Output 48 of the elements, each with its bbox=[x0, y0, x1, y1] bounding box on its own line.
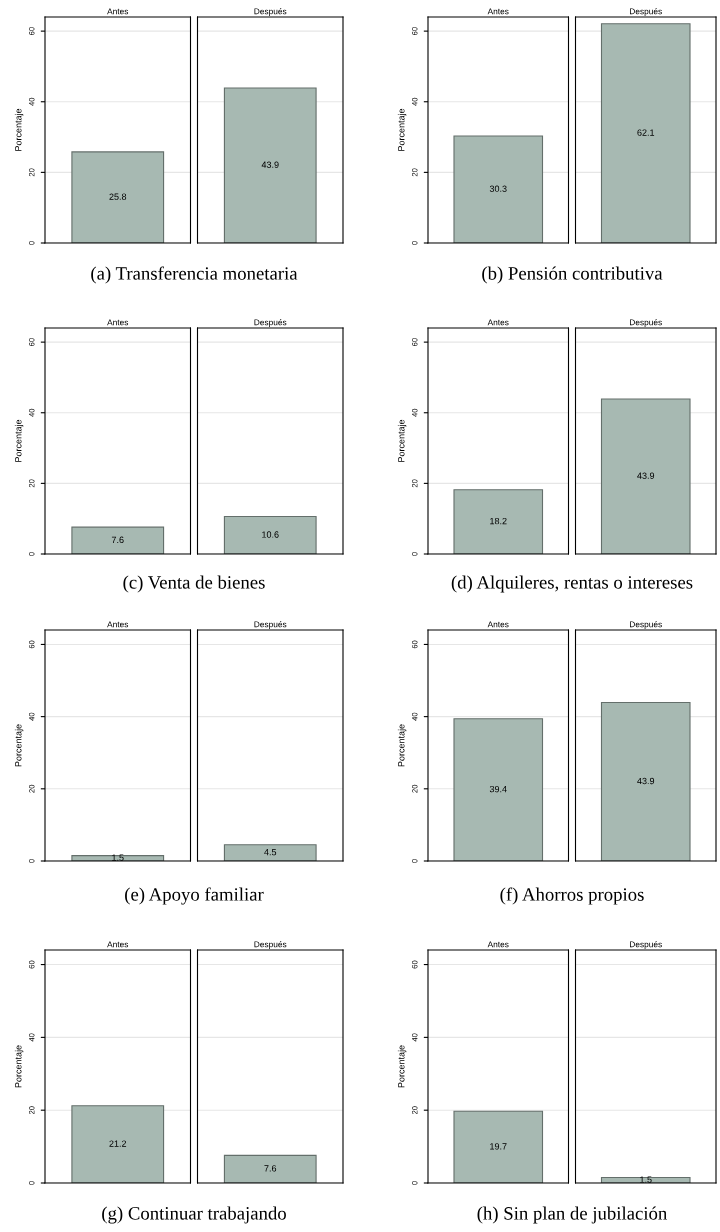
text: (f) Ahorros propios bbox=[500, 887, 644, 905]
x-tick-label: Después bbox=[254, 8, 287, 16]
x-tick-label: Antes bbox=[107, 319, 129, 326]
data-label: 39.4 bbox=[489, 785, 507, 793]
x-tick-label: Antes bbox=[107, 941, 129, 948]
x-tick-label: Después bbox=[254, 621, 287, 629]
y-axis-title: Porcentaje bbox=[397, 1045, 407, 1088]
data-label: 7.6 bbox=[111, 536, 124, 543]
x-tick-label: Después bbox=[254, 941, 287, 949]
text: (g) Continuar trabajando bbox=[102, 1206, 286, 1224]
data-label: 10.6 bbox=[262, 531, 279, 538]
x-tick-label: Después bbox=[629, 621, 662, 629]
data-label: 43.9 bbox=[637, 472, 655, 479]
y-axis-title: Porcentaje bbox=[14, 419, 24, 462]
data-label: 21.2 bbox=[109, 1140, 127, 1147]
text: (e) Apoyo familiar bbox=[125, 887, 264, 905]
data-label: 25.8 bbox=[109, 193, 127, 200]
text: (a) Transferencia monetaria bbox=[91, 266, 298, 284]
text: (b) Pensión contributiva bbox=[482, 266, 663, 284]
data-label: 30.3 bbox=[489, 185, 507, 192]
y-axis-title: Porcentaje bbox=[14, 1045, 24, 1088]
x-tick-label: Antes bbox=[487, 319, 509, 326]
data-label: 18.2 bbox=[490, 517, 507, 525]
x-tick-label: Después bbox=[629, 319, 662, 327]
data-label: 19.7 bbox=[490, 1143, 507, 1150]
data-label: 62.1 bbox=[637, 129, 655, 136]
data-label: 7.6 bbox=[264, 1165, 277, 1172]
x-tick-label: Antes bbox=[487, 8, 509, 15]
y-axis-title: Porcentaje bbox=[397, 724, 407, 767]
x-tick-label: Antes bbox=[107, 621, 129, 628]
data-label: 43.9 bbox=[261, 161, 279, 168]
y-axis-title: Porcentaje bbox=[397, 419, 407, 462]
x-tick-label: Después bbox=[629, 941, 662, 949]
data-label: 1.5 bbox=[640, 1176, 652, 1183]
y-axis-title: Porcentaje bbox=[14, 724, 24, 767]
x-tick-label: Antes bbox=[487, 941, 509, 948]
x-tick-label: Después bbox=[629, 8, 662, 16]
x-tick-label: Antes bbox=[107, 8, 129, 15]
data-label: 4.5 bbox=[264, 849, 277, 856]
data-label: 1.5 bbox=[112, 854, 124, 861]
text: (d) Alquileres, rentas o intereses bbox=[451, 575, 693, 593]
x-tick-label: Antes bbox=[487, 621, 509, 628]
data-label: 43.9 bbox=[637, 777, 655, 785]
x-tick-label: Después bbox=[254, 319, 287, 327]
text: (h) Sin plan de jubilación bbox=[477, 1206, 668, 1224]
y-axis-title: Porcentaje bbox=[14, 108, 24, 151]
y-axis-title: Porcentaje bbox=[397, 108, 407, 151]
text: (c) Venta de bienes bbox=[123, 575, 265, 593]
